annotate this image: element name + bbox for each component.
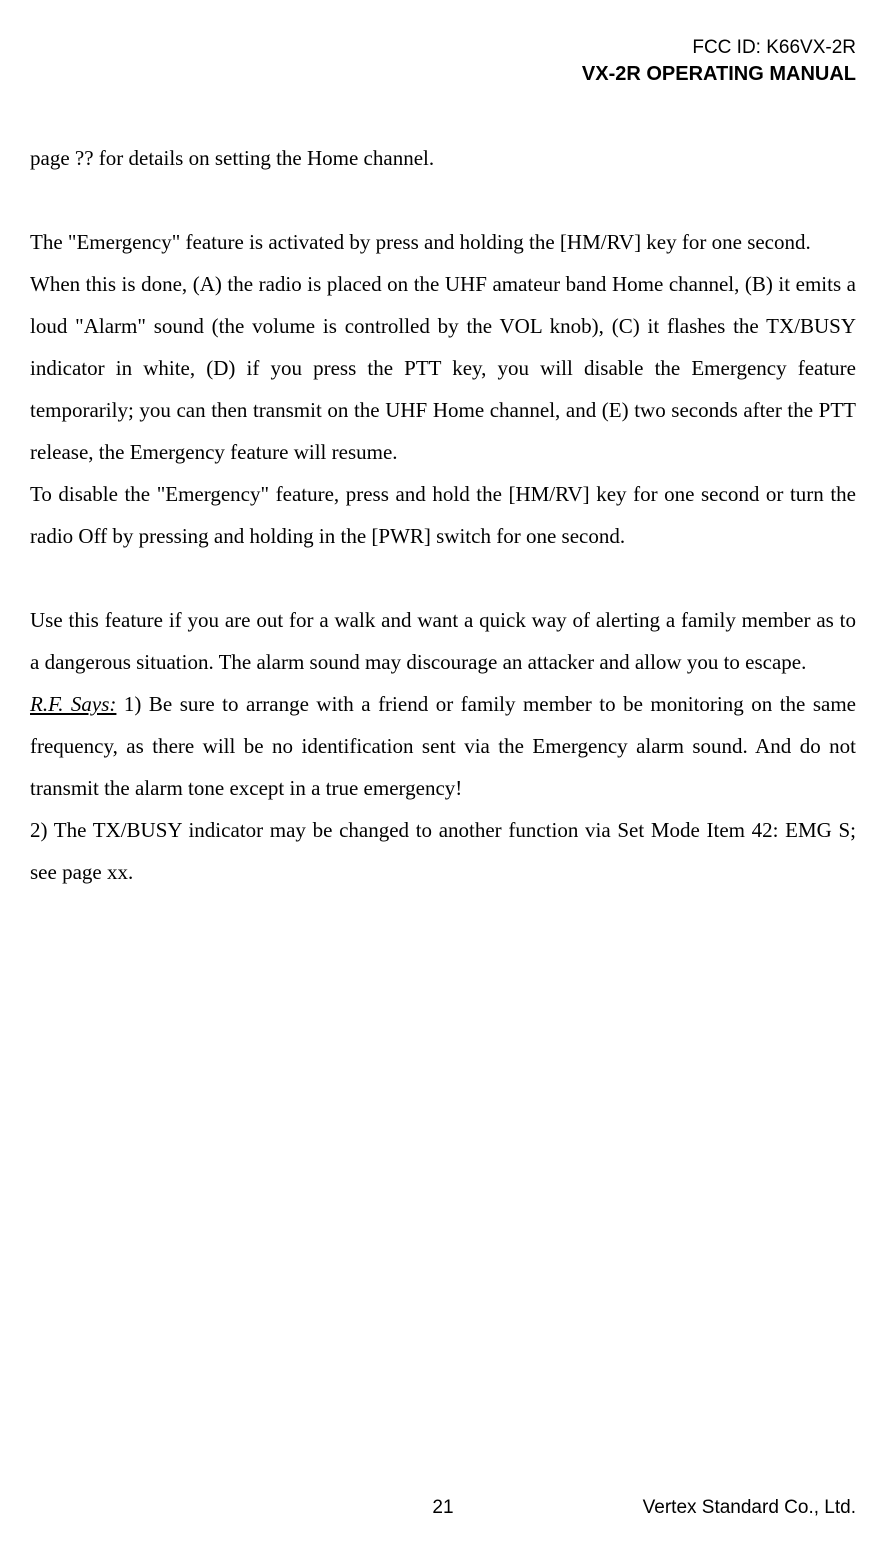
model-name: VX-2R [582, 63, 641, 85]
paragraph-2: The "Emergency" feature is activated by … [30, 221, 856, 263]
paragraph-7: 2) The TX/BUSY indicator may be changed … [30, 809, 856, 893]
paragraph-3: When this is done, (A) the radio is plac… [30, 263, 856, 473]
paragraph-6: R.F. Says: 1) Be sure to arrange with a … [30, 683, 856, 809]
paragraph-5: Use this feature if you are out for a wa… [30, 599, 856, 683]
company-name: Vertex Standard Co., Ltd. [643, 1497, 856, 1519]
paragraph-4: To disable the "Emergency" feature, pres… [30, 473, 856, 557]
document-header: FCC ID: K66VX-2R VX-2R OPERATING MANUAL [30, 36, 856, 87]
paragraph-1: page ?? for details on setting the Home … [30, 137, 856, 179]
page-number: 21 [432, 1497, 453, 1519]
manual-title: VX-2R OPERATING MANUAL [30, 61, 856, 87]
manual-label: OPERATING MANUAL [641, 63, 856, 85]
fcc-id-text: FCC ID: K66VX-2R [30, 36, 856, 61]
paragraph-spacer [30, 179, 856, 221]
document-body: page ?? for details on setting the Home … [30, 137, 856, 893]
paragraph-6-text: 1) Be sure to arrange with a friend or f… [30, 692, 856, 800]
rf-says-label: R.F. Says: [30, 692, 116, 716]
document-footer: 21 Vertex Standard Co., Ltd. [30, 1497, 856, 1519]
paragraph-spacer [30, 557, 856, 599]
